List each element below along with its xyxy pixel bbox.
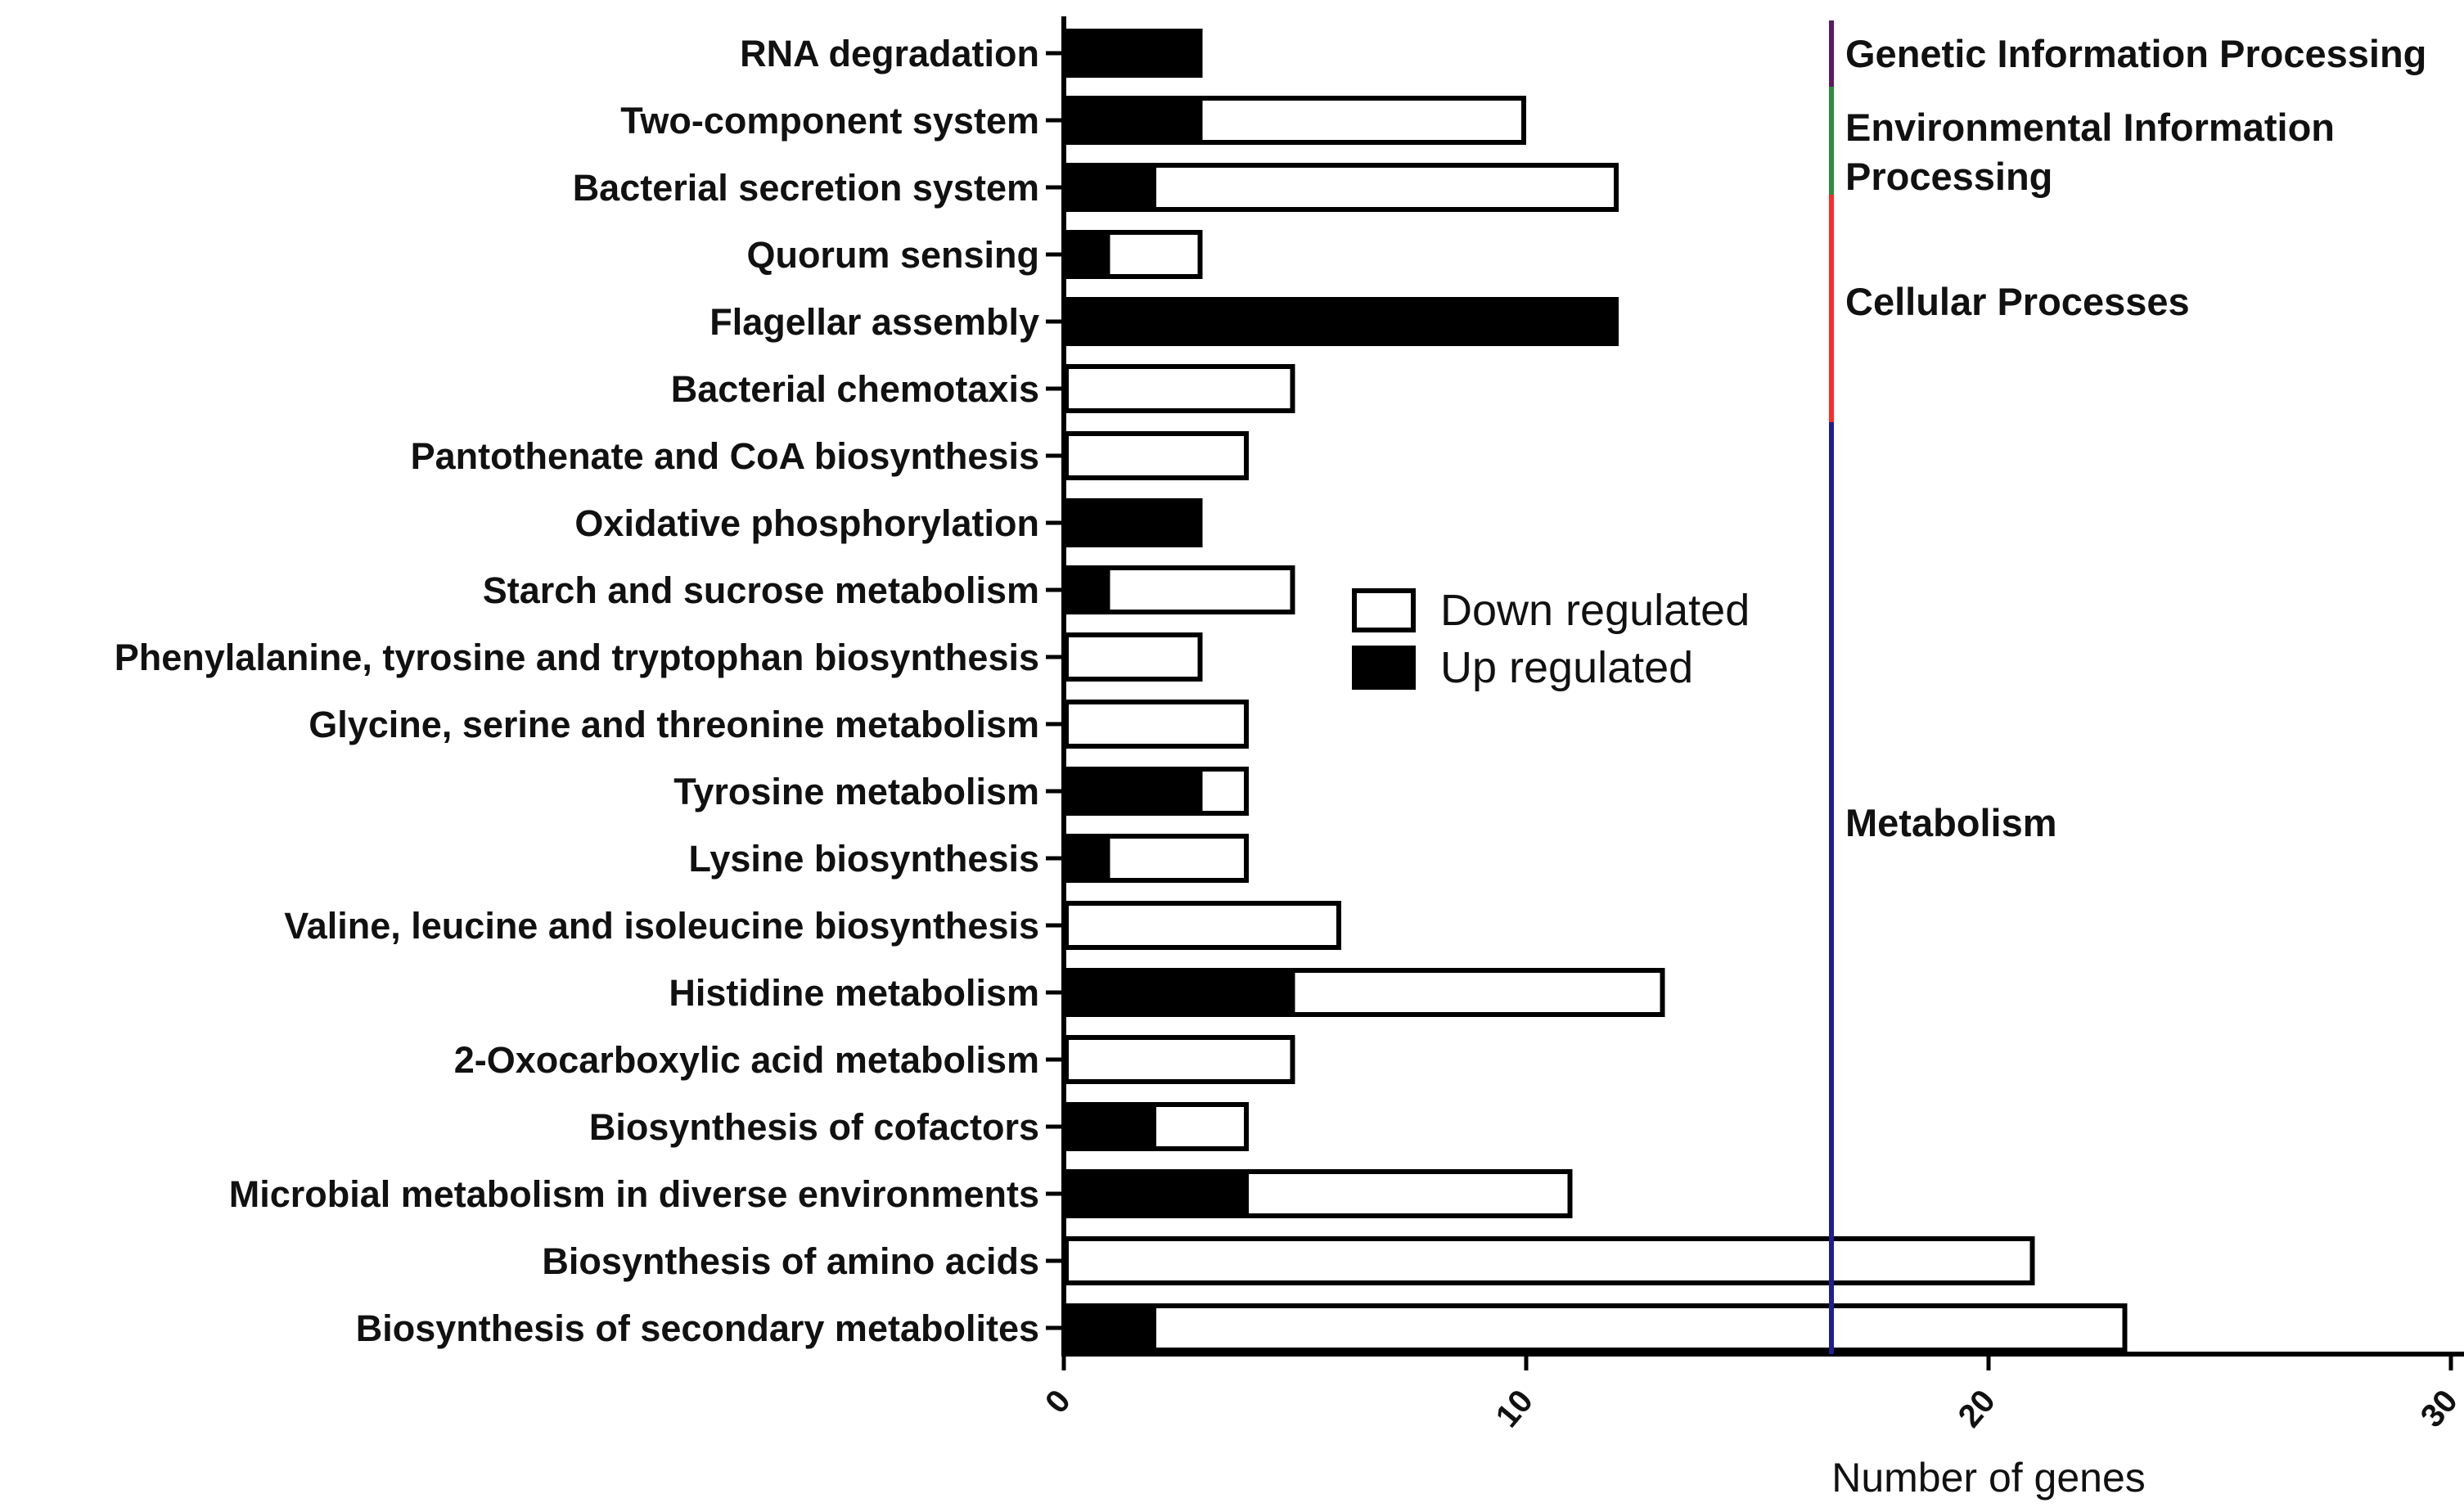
bar-up-oxidative-phosphorylation xyxy=(1064,498,1203,547)
bar-down-histidine-metabolism xyxy=(1295,968,1665,1017)
bar-down-valine-leucine-and-isoleucine-biosynthesis xyxy=(1064,901,1341,950)
bars-layer xyxy=(1064,29,2128,1352)
bar-up-flagellar-assembly xyxy=(1064,297,1619,346)
x-axis-title: Number of genes xyxy=(1831,1455,2146,1501)
category-label: Biosynthesis of amino acids xyxy=(542,1240,1039,1282)
legend: Down regulated Up regulated xyxy=(1352,586,1750,692)
category-label: Tyrosine metabolism xyxy=(673,771,1039,812)
bar-down-starch-and-sucrose-metabolism xyxy=(1110,565,1295,614)
x-tick-label: 20 xyxy=(1952,1384,2002,1434)
bar-up-two-component-system xyxy=(1064,96,1203,145)
bar-up-bacterial-secretion-system xyxy=(1064,163,1156,212)
category-label: Starch and sucrose metabolism xyxy=(483,569,1039,611)
bar-down-biosynthesis-of-cofactors xyxy=(1156,1102,1249,1151)
category-label: 2-Oxocarboxylic acid metabolism xyxy=(454,1039,1039,1081)
category-label: Flagellar assembly xyxy=(709,301,1039,343)
bar-down-biosynthesis-of-amino-acids xyxy=(1064,1236,2035,1285)
x-tick-label: 30 xyxy=(2414,1384,2464,1434)
category-labels: RNA degradation Two-component system Bacte… xyxy=(115,33,1039,1349)
bar-down-glycine-serine-and-threonine-metabolism xyxy=(1064,700,1249,749)
group-label-cellular-processes: Cellular Processes xyxy=(1845,280,2190,323)
group-brackets: Genetic Information Processing Environmen… xyxy=(1829,20,2426,1354)
category-label: Bacterial chemotaxis xyxy=(671,368,1039,410)
bar-down-bacterial-secretion-system xyxy=(1156,163,1619,212)
category-label: Two-component system xyxy=(620,100,1039,142)
group-label-metabolism: Metabolism xyxy=(1845,801,2057,844)
bar-up-biosynthesis-of-secondary-metabolites xyxy=(1064,1303,1156,1352)
group-label-environmental-information-processing: Processing xyxy=(1845,155,2052,198)
category-label: Biosynthesis of secondary metabolites xyxy=(356,1307,1039,1349)
category-label: Histidine metabolism xyxy=(669,972,1039,1014)
category-label: Bacterial secretion system xyxy=(573,167,1039,209)
x-tick-label: 10 xyxy=(1489,1384,1540,1434)
bar-down-phenylalanine-tyrosine-and-tryptophan-biosynthesis xyxy=(1064,632,1203,682)
legend-swatch-down-regulated xyxy=(1352,588,1416,632)
bar-down-lysine-biosynthesis xyxy=(1110,834,1249,883)
x-tick-label: 0 xyxy=(1038,1384,1078,1420)
bar-down-2-oxocarboxylic-acid-metabolism xyxy=(1064,1035,1295,1084)
bar-up-biosynthesis-of-cofactors xyxy=(1064,1102,1156,1151)
legend-swatch-up-regulated xyxy=(1352,646,1416,690)
legend-label-down-regulated: Down regulated xyxy=(1440,586,1750,635)
category-label: Microbial metabolism in diverse environm… xyxy=(229,1173,1039,1215)
bar-up-starch-and-sucrose-metabolism xyxy=(1064,565,1110,614)
bar-up-lysine-biosynthesis xyxy=(1064,834,1110,883)
bar-up-microbial-metabolism-in-diverse-environments xyxy=(1064,1169,1249,1218)
category-label: Pantothenate and CoA biosynthesis xyxy=(411,435,1039,477)
bar-down-tyrosine-metabolism xyxy=(1202,767,1249,816)
group-label-genetic-information-processing: Genetic Information Processing xyxy=(1845,32,2426,75)
category-label: Glycine, serine and threonine metabolism xyxy=(309,704,1039,745)
bar-down-pantothenate-and-coa-biosynthesis xyxy=(1064,431,1249,480)
bar-down-two-component-system xyxy=(1202,96,1526,145)
legend-label-up-regulated: Up regulated xyxy=(1440,643,1693,692)
bar-down-microbial-metabolism-in-diverse-environments xyxy=(1249,1169,1573,1218)
bar-down-bacterial-chemotaxis xyxy=(1064,364,1295,413)
bar-up-rna-degradation xyxy=(1064,29,1203,78)
category-label: Oxidative phosphorylation xyxy=(574,502,1039,544)
category-label: Biosynthesis of cofactors xyxy=(589,1106,1039,1148)
bar-up-tyrosine-metabolism xyxy=(1064,767,1203,816)
category-label: Lysine biosynthesis xyxy=(689,838,1039,880)
bar-up-histidine-metabolism xyxy=(1064,968,1295,1017)
category-label: Phenylalanine, tyrosine and tryptophan b… xyxy=(115,637,1039,678)
group-label-environmental-information-processing: Environmental Information xyxy=(1845,106,2335,149)
bar-down-biosynthesis-of-secondary-metabolites xyxy=(1156,1303,2128,1352)
category-label: RNA degradation xyxy=(740,33,1039,74)
bar-down-quorum-sensing xyxy=(1110,230,1203,279)
bar-up-quorum-sensing xyxy=(1064,230,1110,279)
category-label: Quorum sensing xyxy=(746,234,1039,276)
category-label: Valine, leucine and isoleucine biosynthe… xyxy=(284,905,1039,947)
